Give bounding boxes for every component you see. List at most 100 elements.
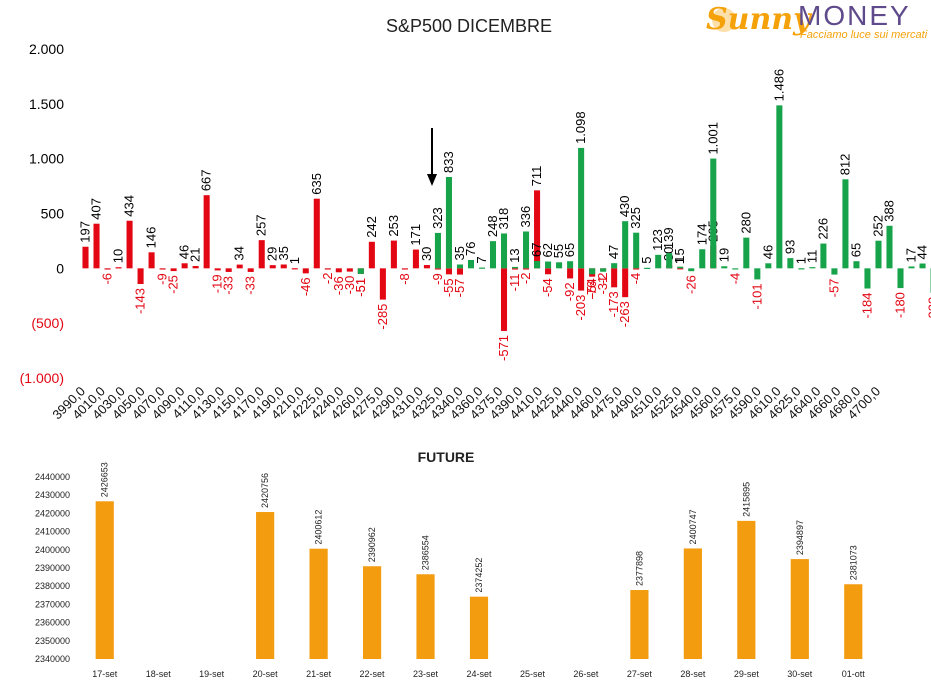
bar: [313, 198, 320, 269]
data-label: 257: [254, 214, 269, 236]
bar: [710, 158, 717, 269]
bar: [864, 268, 871, 289]
data-label: 388: [881, 200, 896, 222]
data-label: -30: [342, 276, 357, 295]
bar: [790, 559, 809, 659]
data-label: 407: [89, 198, 104, 220]
bar: [699, 249, 706, 269]
bar: [434, 268, 441, 270]
data-label: -8: [397, 273, 412, 285]
bar: [416, 574, 435, 659]
bar: [633, 232, 640, 269]
bar: [269, 265, 276, 269]
data-label: 13: [507, 248, 522, 262]
data-label: 29: [265, 247, 280, 261]
data-label: 46: [760, 245, 775, 259]
logo-brand-b: MONEY: [798, 0, 911, 31]
data-label: -263: [617, 301, 632, 327]
bar: [412, 249, 419, 269]
chart-title: S&P500 DICEMBRE: [386, 16, 552, 36]
data-label: -92: [562, 282, 577, 301]
data-label: 2386554: [421, 535, 431, 570]
bar: [203, 195, 210, 269]
data-label: -2: [518, 273, 533, 285]
data-label: -4: [628, 273, 643, 285]
bar: [346, 268, 353, 272]
bar: [93, 223, 100, 269]
bar: [390, 240, 397, 269]
bar: [743, 237, 750, 269]
bar: [556, 262, 563, 269]
data-label: 253: [386, 215, 401, 237]
bar: [622, 268, 629, 298]
bar: [335, 268, 342, 273]
bar: [192, 266, 199, 269]
bar: [456, 268, 463, 275]
y-tick-label: 1.000: [29, 151, 64, 167]
y-tick-label: 2390000: [35, 563, 70, 573]
data-label: -33: [221, 276, 236, 295]
bar: [545, 268, 552, 275]
data-label: -11: [507, 274, 522, 292]
x-tick-label: 24-set: [466, 669, 492, 679]
data-label: 174: [694, 224, 709, 246]
data-label: 19: [716, 248, 731, 262]
data-label: 2390962: [367, 527, 377, 562]
logo-tagline: Facciamo luce sui mercati: [800, 29, 928, 41]
data-label: 2400612: [314, 510, 324, 545]
data-label: -180: [893, 292, 908, 318]
bar: [148, 252, 155, 269]
data-label: 1.098: [573, 111, 588, 144]
y-tick-label: 1.500: [29, 96, 64, 112]
y-tick-label: 500: [41, 206, 65, 222]
data-label: 5: [639, 257, 654, 264]
bar: [842, 179, 849, 269]
bar: [512, 266, 519, 269]
bar: [512, 268, 519, 270]
data-label: 30: [419, 247, 434, 261]
y-tick-label: 2350000: [35, 636, 70, 646]
bar: [919, 263, 926, 269]
bar: [677, 266, 684, 269]
data-label: -51: [353, 278, 368, 297]
bar: [236, 264, 243, 269]
bar: [844, 584, 863, 659]
x-tick-label: 18-set: [146, 669, 172, 679]
data-label: -6: [100, 273, 115, 285]
data-label: 11: [804, 250, 819, 264]
logo-brand-a: Sunny: [706, 2, 811, 37]
bar: [104, 268, 111, 270]
bar: [688, 268, 695, 272]
bar: [309, 548, 328, 659]
bar: [478, 267, 486, 269]
data-label: -285: [375, 304, 390, 330]
bar: [379, 268, 386, 300]
x-tick-label: 27-set: [627, 669, 653, 679]
data-label: 833: [441, 151, 456, 173]
data-label: 44: [915, 245, 930, 259]
bar: [489, 241, 497, 269]
bar: [737, 520, 756, 659]
data-label: 2426653: [100, 462, 110, 497]
y-tick-label: 2410000: [35, 527, 70, 537]
y-tick-label: 2420000: [35, 508, 70, 518]
x-tick-label: 23-set: [413, 669, 439, 679]
sunny-money-logo: Sunny MONEY Facciamo luce sui mercati: [706, 0, 928, 44]
x-tick-label: 22-set: [360, 669, 386, 679]
data-label: 242: [364, 216, 379, 238]
data-label: 67: [529, 243, 544, 257]
data-label: 711: [529, 166, 544, 187]
data-label: 1.001: [705, 122, 720, 155]
data-label: 171: [408, 224, 423, 246]
data-label: 1.486: [771, 69, 786, 102]
data-label: -9: [155, 273, 170, 285]
bar: [445, 268, 452, 275]
x-tick-label: 19-set: [199, 669, 225, 679]
data-label: 252: [870, 215, 885, 237]
bar: [578, 147, 585, 269]
data-label: -9: [430, 273, 445, 285]
bar: [578, 268, 585, 291]
bar: [776, 105, 783, 269]
future-chart: FUTURE 2340000 2350000 2360000 2370000 238000…: [35, 449, 865, 679]
data-label: 65: [848, 243, 863, 257]
